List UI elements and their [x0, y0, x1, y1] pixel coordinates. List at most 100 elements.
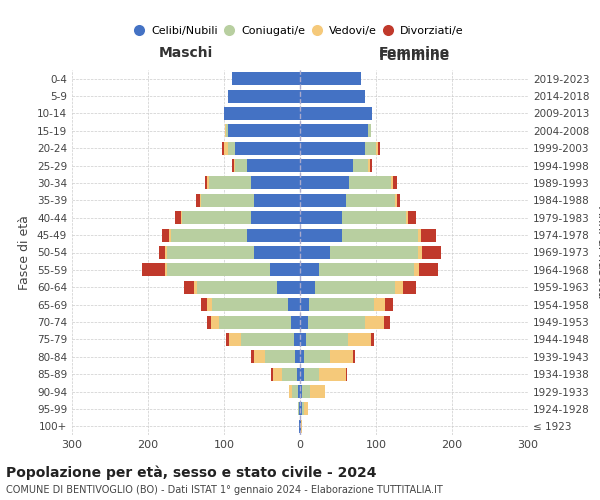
Bar: [419, 264, 437, 276]
Y-axis label: Anni di nascita: Anni di nascita: [595, 206, 600, 298]
Bar: [300, 124, 368, 138]
Bar: [235, 159, 247, 172]
Bar: [292, 385, 298, 398]
Bar: [365, 142, 376, 154]
Bar: [403, 280, 416, 294]
Bar: [196, 194, 200, 207]
Bar: [158, 246, 165, 259]
Bar: [304, 350, 331, 364]
Bar: [235, 142, 300, 154]
Bar: [300, 228, 342, 241]
Bar: [254, 350, 265, 364]
Bar: [300, 194, 346, 207]
Bar: [289, 385, 292, 398]
Bar: [300, 385, 302, 398]
Bar: [346, 368, 347, 380]
Bar: [247, 228, 300, 241]
Bar: [308, 316, 365, 328]
Bar: [234, 159, 235, 172]
Bar: [300, 350, 304, 364]
Bar: [271, 368, 272, 380]
Bar: [269, 264, 300, 276]
Bar: [315, 280, 395, 294]
Y-axis label: Fasce di età: Fasce di età: [19, 215, 31, 290]
Bar: [175, 211, 181, 224]
Bar: [385, 298, 393, 311]
Bar: [201, 298, 207, 311]
Bar: [207, 316, 211, 328]
Bar: [300, 280, 315, 294]
Bar: [300, 298, 309, 311]
Bar: [201, 194, 254, 207]
Bar: [393, 176, 397, 190]
Bar: [342, 211, 406, 224]
Bar: [200, 194, 201, 207]
Bar: [353, 159, 368, 172]
Text: Maschi: Maschi: [159, 46, 213, 60]
Bar: [383, 316, 389, 328]
Bar: [300, 211, 342, 224]
Bar: [224, 142, 228, 154]
Bar: [251, 211, 300, 224]
Bar: [302, 385, 310, 398]
Bar: [142, 264, 165, 276]
Bar: [374, 298, 385, 311]
Bar: [300, 72, 361, 85]
Bar: [272, 368, 282, 380]
Text: Popolazione per età, sesso e stato civile - 2024: Popolazione per età, sesso e stato civil…: [6, 465, 377, 479]
Bar: [295, 350, 300, 364]
Bar: [299, 402, 300, 415]
Bar: [223, 142, 224, 154]
Bar: [300, 402, 302, 415]
Bar: [209, 176, 251, 190]
Bar: [309, 298, 374, 311]
Bar: [211, 316, 218, 328]
Bar: [304, 368, 319, 380]
Text: COMUNE DI BENTIVOGLIO (BO) - Dati ISTAT 1° gennaio 2024 - Elaborazione TUTTITALI: COMUNE DI BENTIVOGLIO (BO) - Dati ISTAT …: [6, 485, 443, 495]
Bar: [300, 159, 353, 172]
Bar: [294, 333, 300, 346]
Bar: [300, 368, 304, 380]
Bar: [300, 142, 365, 154]
Bar: [207, 176, 209, 190]
Bar: [418, 228, 421, 241]
Bar: [251, 350, 254, 364]
Bar: [395, 194, 397, 207]
Bar: [310, 385, 325, 398]
Bar: [408, 211, 416, 224]
Bar: [277, 280, 300, 294]
Bar: [207, 298, 212, 311]
Bar: [212, 298, 288, 311]
Bar: [182, 211, 251, 224]
Bar: [302, 402, 304, 415]
Bar: [353, 350, 355, 364]
Bar: [224, 107, 300, 120]
Bar: [397, 194, 400, 207]
Text: Femmine: Femmine: [379, 46, 449, 60]
Bar: [282, 368, 297, 380]
Bar: [225, 124, 226, 138]
Bar: [218, 316, 291, 328]
Bar: [197, 280, 277, 294]
Bar: [297, 368, 300, 380]
Bar: [298, 402, 299, 415]
Bar: [228, 124, 300, 138]
Bar: [169, 228, 171, 241]
Bar: [171, 228, 247, 241]
Bar: [406, 211, 408, 224]
Bar: [163, 228, 169, 241]
Bar: [254, 246, 300, 259]
Bar: [265, 350, 295, 364]
Bar: [300, 246, 331, 259]
Bar: [422, 246, 440, 259]
Bar: [319, 264, 414, 276]
Bar: [301, 420, 302, 433]
Bar: [299, 420, 300, 433]
Bar: [331, 350, 353, 364]
Bar: [165, 264, 167, 276]
Bar: [181, 211, 182, 224]
Bar: [376, 142, 378, 154]
Bar: [205, 176, 207, 190]
Bar: [251, 176, 300, 190]
Bar: [421, 228, 436, 241]
